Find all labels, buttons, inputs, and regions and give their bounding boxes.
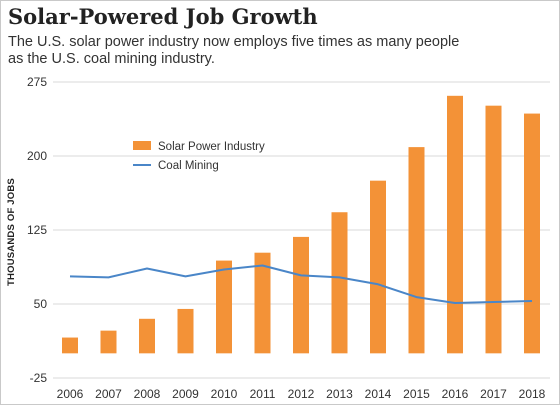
- x-tick-label: 2011: [250, 387, 276, 401]
- solar-bar: [62, 337, 78, 354]
- legend-label-coal: Coal Mining: [158, 160, 219, 172]
- chart-title: Solar-Powered Job Growth: [8, 4, 318, 29]
- x-tick-label: 2006: [57, 387, 84, 401]
- solar-bars: [62, 95, 540, 354]
- legend: Solar Power Industry Coal Mining: [133, 141, 265, 172]
- y-tick-label: 50: [34, 297, 48, 311]
- x-tick-label: 2014: [365, 387, 392, 401]
- solar-bar: [216, 260, 232, 354]
- y-tick-label: 275: [27, 75, 47, 89]
- x-tick-label: 2017: [480, 387, 507, 401]
- x-tick-label: 2013: [326, 387, 353, 401]
- x-tick-label: 2007: [95, 387, 122, 401]
- x-tick-label: 2018: [519, 387, 546, 401]
- gridlines: [53, 81, 550, 379]
- legend-label-solar: Solar Power Industry: [158, 141, 265, 153]
- y-axis-title: THOUSANDS OF JOBS: [6, 178, 17, 286]
- solar-bar: [139, 318, 155, 354]
- solar-bar: [370, 180, 386, 354]
- x-tick-label: 2010: [211, 387, 238, 401]
- y-tick-labels: -25 50 125 200 275: [27, 75, 47, 385]
- x-tick-labels: 2006 2007 2008 2009 2010 2011 2012 2013 2014 2015…: [57, 387, 546, 401]
- y-tick-label: 200: [27, 149, 47, 163]
- solar-bar: [254, 252, 271, 354]
- y-tick-label: -25: [30, 371, 48, 385]
- solar-bar: [485, 105, 502, 354]
- solar-bar: [447, 95, 463, 354]
- chart-subtitle: The U.S. solar power industry now employ…: [8, 34, 460, 67]
- solar-bar: [524, 113, 540, 354]
- solar-bar: [408, 147, 425, 354]
- x-tick-label: 2012: [288, 387, 315, 401]
- x-tick-label: 2008: [134, 387, 161, 401]
- x-tick-label: 2015: [403, 387, 430, 401]
- solar-bar: [331, 212, 348, 354]
- x-tick-label: 2009: [172, 387, 199, 401]
- solar-bar: [293, 236, 309, 354]
- y-tick-label: 125: [27, 223, 47, 237]
- solar-bar: [100, 330, 117, 354]
- coal-mining-line: [69, 264, 533, 305]
- legend-swatch-solar: [133, 141, 151, 150]
- x-tick-label: 2016: [442, 387, 469, 401]
- coal-line-group: [69, 264, 533, 305]
- solar-bar: [177, 308, 194, 354]
